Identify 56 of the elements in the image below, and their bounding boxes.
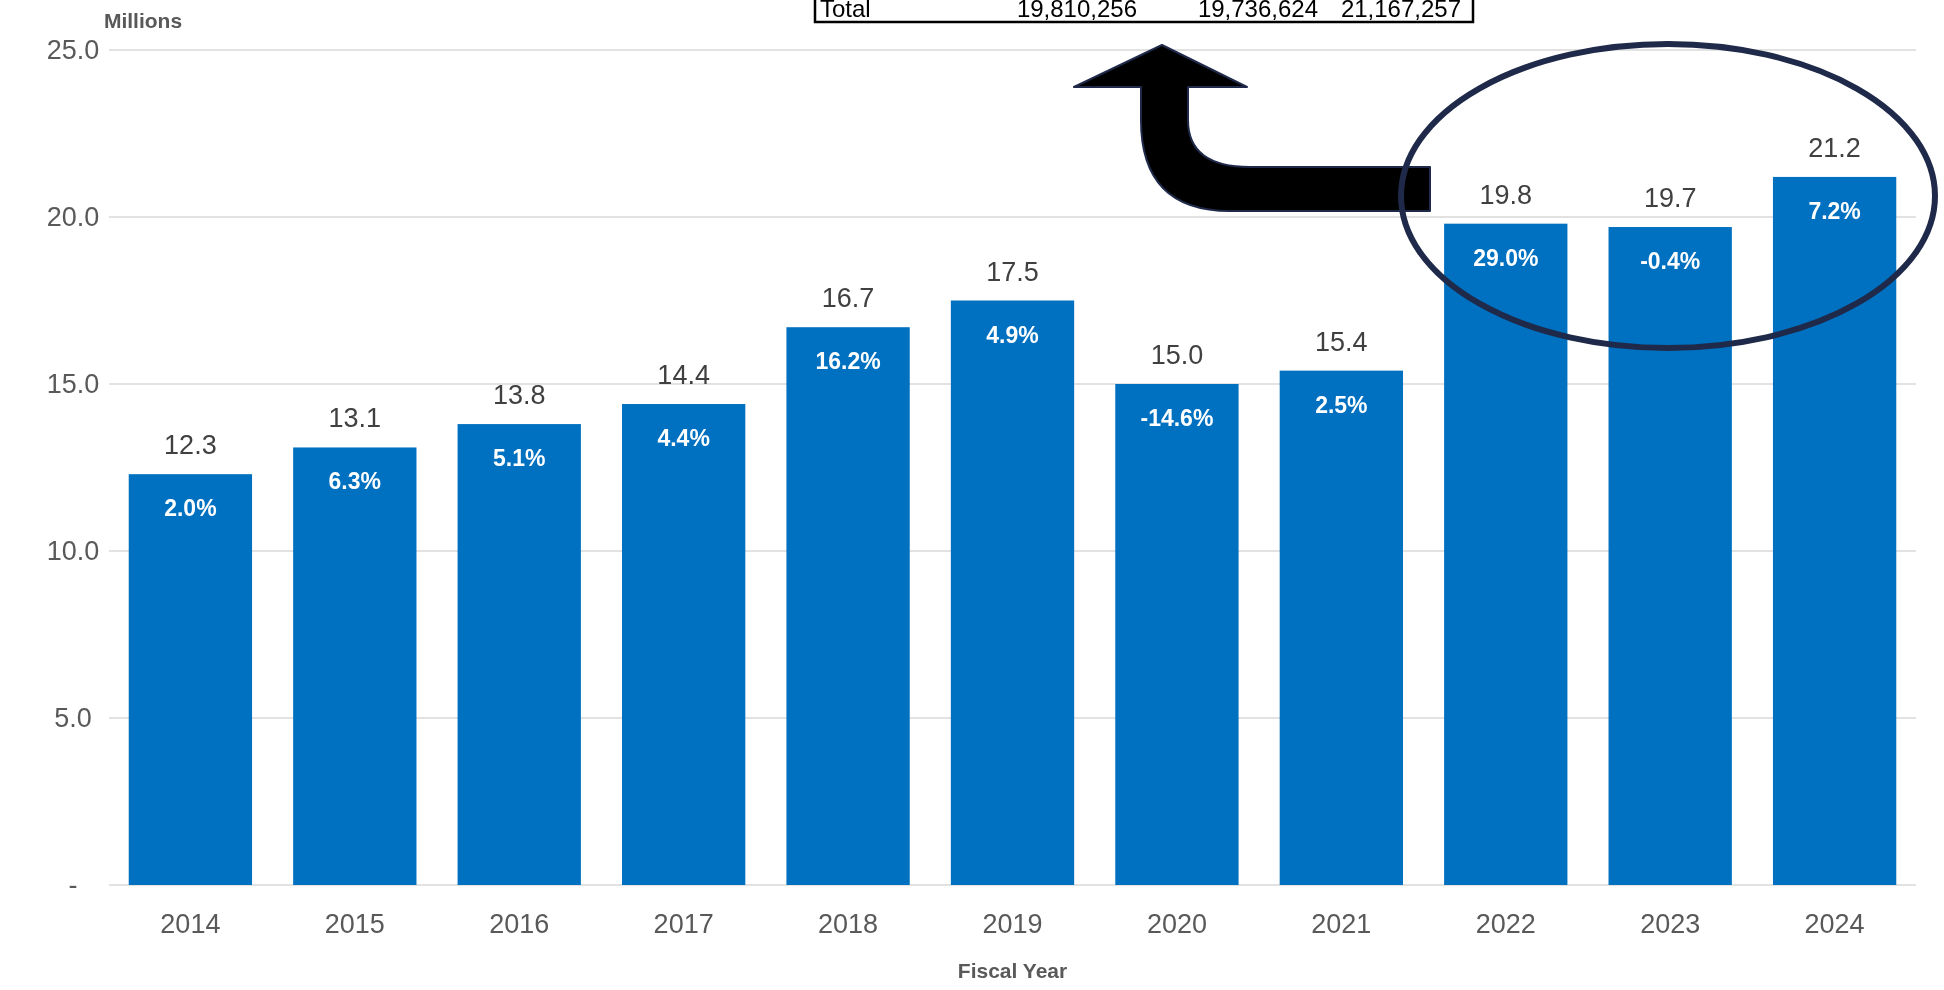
- x-tick-label: 2018: [818, 909, 879, 939]
- annotation: 4.9%: [986, 321, 1039, 348]
- bar: [1608, 227, 1732, 885]
- annotation: -14.6%: [1140, 405, 1214, 431]
- y-tick-label: 25.0: [46, 35, 100, 66]
- x-tick-label: 2019: [982, 909, 1043, 939]
- text: Total: [820, 0, 871, 22]
- x-tick-label: 2015: [324, 909, 385, 939]
- annotation: 6.3%: [328, 468, 382, 495]
- bar: [1444, 223, 1568, 885]
- bar: [786, 327, 910, 885]
- annotation: 5.1%: [493, 445, 546, 472]
- x-tick-label: 2023: [1640, 909, 1701, 939]
- data-label: 13.1: [328, 403, 382, 434]
- text: 21,167,257: [1340, 0, 1461, 22]
- annotation: 4.4%: [657, 425, 710, 452]
- x-tick-label: 2017: [653, 909, 714, 939]
- bar: [457, 424, 581, 885]
- x-tick-label: 2016: [489, 909, 550, 939]
- y-axis-title: Millions: [103, 9, 183, 32]
- bar: [128, 474, 253, 885]
- annotation: 2.5%: [1315, 391, 1368, 418]
- x-axis-title: Fiscal Year: [957, 959, 1068, 982]
- y-tick-label: 10.0: [46, 536, 100, 567]
- data-label: 17.5: [986, 256, 1039, 287]
- text: 19,810,256: [1016, 0, 1137, 22]
- data-label: 19.7: [1643, 183, 1697, 214]
- data-label: 15.0: [1150, 340, 1204, 370]
- y-tick-label: 20.0: [46, 202, 100, 233]
- x-tick-label: 2020: [1146, 909, 1207, 939]
- bar: [1279, 370, 1404, 885]
- bar: [950, 300, 1075, 885]
- y-tick-label: -: [68, 870, 78, 901]
- data-label: 14.4: [657, 360, 710, 391]
- data-label: 12.3: [164, 430, 217, 461]
- data-label: 13.8: [492, 380, 546, 411]
- annotation: 7.2%: [1808, 197, 1861, 224]
- annotation: 16.2%: [815, 348, 881, 375]
- text: 19,736,624: [1197, 0, 1318, 22]
- y-tick-label: 15.0: [46, 369, 100, 400]
- annotation: -0.4%: [1640, 248, 1701, 275]
- y-tick-label: 5.0: [54, 703, 92, 734]
- x-tick-label: 2024: [1804, 909, 1865, 939]
- annotation: 2.0%: [164, 495, 217, 522]
- data-label: 16.7: [821, 283, 875, 314]
- bar: [293, 447, 417, 885]
- x-tick-label: 2014: [160, 909, 221, 939]
- annotation: 29.0%: [1473, 244, 1539, 271]
- bar: [1115, 384, 1239, 885]
- bar: [622, 404, 746, 885]
- x-tick-label: 2022: [1475, 909, 1536, 939]
- x-tick-label: 2021: [1311, 909, 1372, 939]
- data-label: 21.2: [1808, 132, 1861, 163]
- bar: [1772, 176, 1897, 885]
- data-label: 15.4: [1315, 326, 1368, 357]
- data-label: 19.8: [1479, 179, 1533, 210]
